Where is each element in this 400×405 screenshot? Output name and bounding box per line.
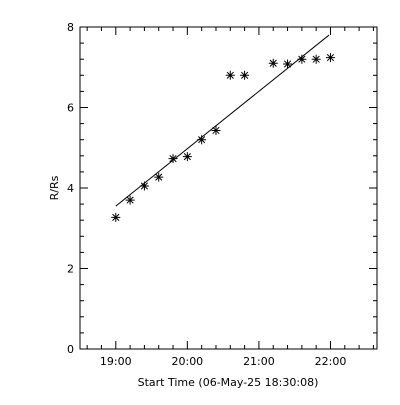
x-axis-title: Start Time (06-May-25 18:30:08) (138, 376, 319, 389)
data-point (139, 181, 149, 191)
data-point (225, 70, 235, 80)
y-tick-label: 6 (67, 102, 74, 115)
x-tick-label: 22:00 (315, 355, 347, 368)
y-tick-label: 8 (67, 21, 74, 34)
data-point (311, 54, 321, 64)
data-point (325, 53, 335, 63)
y-tick-label: 4 (67, 182, 74, 195)
y-tick-label: 0 (67, 343, 74, 356)
x-tick-label: 21:00 (243, 355, 275, 368)
data-point (211, 125, 221, 135)
data-point (197, 135, 207, 145)
data-point (240, 70, 250, 80)
data-point (268, 58, 278, 68)
data-point (168, 154, 178, 164)
data-point (154, 172, 164, 182)
y-tick-label: 2 (67, 263, 74, 276)
fit-line (115, 34, 330, 207)
x-tick-label: 19:00 (100, 355, 132, 368)
y-axis-title: R/Rs (48, 175, 61, 200)
data-point (182, 152, 192, 162)
data-point (111, 212, 121, 222)
marks-layer (111, 34, 335, 222)
data-point (283, 59, 293, 69)
ticks-layer: 19:00 20:00 21:00 22:00 0 2 4 6 8 (67, 21, 377, 368)
x-tick-label: 20:00 (171, 355, 203, 368)
data-point (297, 54, 307, 64)
data-point (125, 195, 135, 205)
